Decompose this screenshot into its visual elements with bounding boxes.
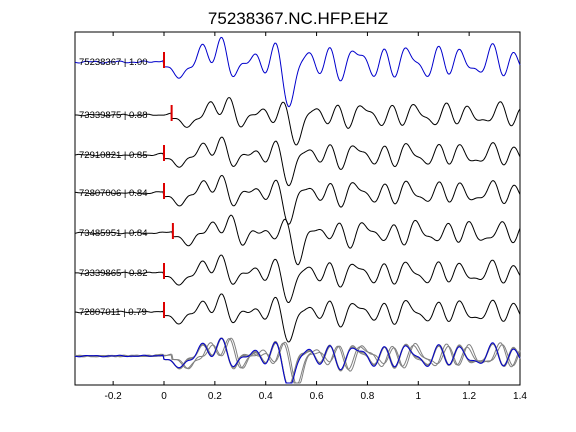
x-tick-label-1: 0 bbox=[161, 391, 167, 402]
x-tick-label-3: 0.4 bbox=[259, 391, 273, 402]
trace-6 bbox=[74, 293, 521, 343]
trace-label-6: 72807011 | 0.79 bbox=[79, 307, 147, 318]
x-tick-label-0: -0.2 bbox=[105, 391, 123, 402]
waveform-traces bbox=[74, 36, 521, 384]
phase-picks bbox=[163, 52, 174, 318]
x-axis: -0.2 0 0.2 0.4 0.6 0.8 1 1.2 1.4 bbox=[105, 32, 527, 402]
trace-1 bbox=[75, 96, 521, 146]
x-tick-label-2: 0.2 bbox=[208, 391, 222, 402]
trace-label-4: 73485951 | 0.84 bbox=[79, 228, 148, 239]
trace-label-0: 75238367 | 1.00 bbox=[79, 57, 148, 68]
trace-2 bbox=[74, 136, 521, 187]
stack-trace-1 bbox=[75, 337, 521, 384]
trace-4 bbox=[74, 214, 521, 266]
x-tick-label-6: 1 bbox=[416, 391, 422, 402]
chart-title: 75238367.NC.HFP.EHZ bbox=[208, 9, 388, 28]
trace-label-3: 72807006 | 0.84 bbox=[79, 188, 148, 199]
trace-labels: 75238367 | 1.00 73339875 | 0.88 72910821 |… bbox=[79, 57, 148, 318]
trace-5 bbox=[75, 254, 521, 303]
stack-trace-0 bbox=[74, 337, 521, 384]
trace-0 bbox=[74, 36, 521, 108]
x-tick-label-8: 1.4 bbox=[513, 391, 527, 402]
x-tick-label-5: 0.8 bbox=[360, 391, 374, 402]
trace-label-5: 73339865 | 0.82 bbox=[79, 268, 148, 279]
trace-label-1: 73339875 | 0.88 bbox=[79, 110, 148, 121]
trace-3 bbox=[75, 174, 521, 225]
x-tick-label-7: 1.2 bbox=[462, 391, 476, 402]
x-tick-label-4: 0.6 bbox=[310, 391, 324, 402]
plot-area bbox=[74, 31, 521, 386]
trace-label-2: 72910821 | 0.85 bbox=[79, 150, 148, 161]
